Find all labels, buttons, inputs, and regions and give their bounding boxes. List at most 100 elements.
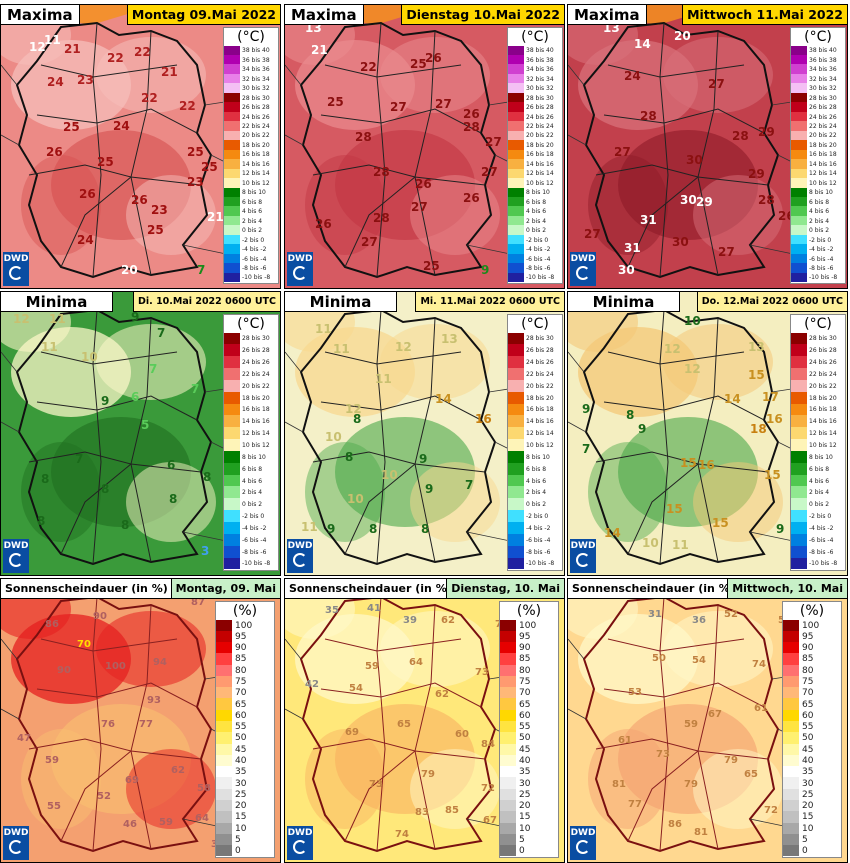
legend-swatch (216, 845, 232, 858)
legend-label: -2 bis 0 (809, 513, 832, 521)
dwd-logo: DWD (3, 539, 29, 573)
map-value-label: 24 (113, 119, 130, 133)
legend-entry: -2 bis 0 (224, 510, 278, 523)
legend-label: 26 bis 28 (809, 347, 837, 355)
legend-entry: 6 bis 8 (224, 462, 278, 476)
color-legend: (%) 100 95 90 85 80 75 70 65 60 55 50 45 40 35 30 25 20 15… (499, 601, 559, 858)
map-value-label: 22 (134, 45, 151, 59)
legend-label: 10 (235, 823, 247, 834)
legend-label: 6 bis 8 (809, 198, 830, 206)
legend-label: 45 (235, 744, 247, 755)
legend-unit: (°C) (237, 316, 265, 332)
legend-label: 34 bis 36 (526, 66, 554, 74)
legend-label: -2 bis 0 (809, 236, 832, 244)
legend-swatch (500, 845, 516, 858)
map-value-label: 62 (171, 765, 185, 776)
legend-swatch (508, 272, 524, 284)
legend-label: 20 bis 22 (526, 382, 554, 390)
legend-label: 50 (235, 733, 247, 744)
map-value-label: 65 (397, 719, 411, 730)
map-value-label: 12 (29, 40, 46, 54)
legend-label: 38 bis 40 (526, 47, 554, 55)
legend-label: 16 bis 18 (809, 151, 837, 159)
legend-label: 8 bis 10 (526, 453, 550, 461)
map-value-label: 28 (732, 129, 749, 143)
map-value-label: 59 (45, 755, 59, 766)
legend-label: 70 (235, 688, 247, 699)
legend-label: 28 bis 30 (809, 335, 837, 343)
legend-label: 4 bis 6 (242, 208, 263, 216)
color-legend: (°C) 38 bis 40 36 bis 38 34 bis 36 32 bis 34… (507, 27, 563, 284)
legend-entry: 14 bis 16 (508, 415, 562, 429)
map-value-label: 69 (345, 727, 359, 738)
map-value-label: 25 (97, 155, 114, 169)
legend-label: 0 bis 2 (809, 501, 830, 509)
legend-label: -8 bis -6 (242, 548, 267, 556)
map-value-label: 53 (628, 687, 642, 698)
legend-entry: 25 (216, 788, 274, 801)
legend-label: -10 bis -8 (242, 560, 271, 568)
legend-label: 35 (235, 767, 247, 778)
legend-label: -6 bis -4 (242, 255, 267, 263)
map-value-label: 72 (764, 805, 778, 816)
dwd-logo: DWD (570, 826, 596, 860)
map-value-label: 27 (485, 135, 502, 149)
map-value-label: 8 (41, 472, 50, 486)
legend-entry: 0 bis 2 (224, 498, 278, 512)
legend-entry: 10 bis 12 (791, 439, 845, 452)
dwd-logo: DWD (287, 252, 313, 286)
map-value-label: 8 (121, 518, 130, 532)
legend-entry: 15 (500, 811, 558, 824)
legend-label: 12 bis 14 (809, 430, 837, 438)
map-value-label: 20 (674, 29, 691, 43)
legend-entry: 50 (216, 732, 274, 745)
legend-label: 16 bis 18 (242, 151, 270, 159)
legend-label: 20 bis 22 (526, 132, 554, 140)
legend-entry: 35 (500, 766, 558, 779)
legend-label: 12 bis 14 (809, 170, 837, 178)
legend-entry: 18 bis 20 (508, 391, 562, 405)
legend-entry: 24 bis 26 (224, 356, 278, 370)
map-value-label: 26 (46, 145, 63, 159)
legend-label: 32 bis 34 (242, 75, 270, 83)
legend-label: 6 bis 8 (242, 465, 263, 473)
legend-label: 24 bis 26 (809, 359, 837, 367)
map-value-label: 79 (684, 779, 698, 790)
map-value-label: 26 (131, 193, 148, 207)
dwd-logo-text: DWD (570, 541, 596, 551)
map-value-label: 9 (638, 422, 647, 436)
map-value-label: 13 (441, 332, 458, 346)
legend-label: 16 bis 18 (526, 406, 554, 414)
map-value-label: 77 (139, 719, 153, 730)
legend-label: 8 bis 10 (242, 453, 266, 461)
legend-entry: 80 (783, 664, 841, 677)
legend-label: 70 (519, 688, 531, 699)
legend-entry: 6 bis 8 (791, 462, 845, 476)
map-value-label: 26 (315, 217, 332, 231)
legend-label: 2 bis 4 (809, 489, 830, 497)
map-value-label: 90 (93, 611, 107, 622)
map-value-label: 73 (475, 667, 489, 678)
legend-label: 10 bis 12 (809, 179, 837, 187)
dwd-logo-text: DWD (3, 254, 29, 264)
legend-entry: 0 bis 2 (508, 498, 562, 512)
map-value-label: 28 (373, 211, 390, 225)
map-value-label: 16 (475, 412, 492, 426)
map-value-label: 77 (628, 799, 642, 810)
dwd-logo-text: DWD (287, 828, 313, 838)
legend-entry: 95 (500, 630, 558, 644)
map-value-label: 21 (311, 43, 328, 57)
map-value-label: 59 (365, 661, 379, 672)
legend-entry: 24 bis 26 (791, 356, 845, 370)
legend-entry: 4 bis 6 (224, 474, 278, 488)
legend-entry: 50 (500, 732, 558, 745)
map-value-label: 83 (415, 807, 429, 818)
map-value-label: 9 (481, 263, 490, 277)
map-value-label: 31 (648, 609, 662, 620)
legend-label: 75 (802, 677, 814, 688)
legend-label: 80 (235, 665, 247, 676)
legend-entry: 8 bis 10 (224, 450, 278, 464)
map-value-label: 15 (680, 456, 697, 470)
map-value-label: 87 (191, 597, 205, 608)
map-value-label: 7 (197, 263, 206, 277)
